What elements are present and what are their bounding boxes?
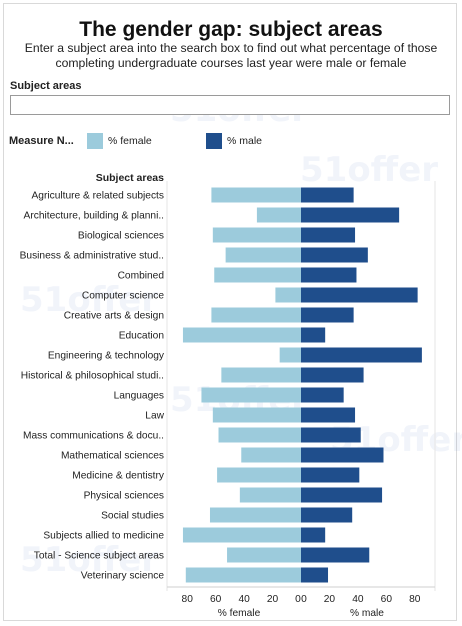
legend-swatch-female	[87, 133, 103, 149]
x-tick-label-female: 0	[295, 594, 301, 605]
category-label: Mathematical sciences	[61, 451, 164, 462]
category-label: Creative arts & design	[64, 311, 164, 322]
chart-frame	[3, 3, 457, 621]
bar-female	[201, 387, 301, 403]
bar-male	[301, 287, 418, 303]
x-tick-label-female: 20	[267, 594, 279, 605]
category-label: Combined	[118, 271, 165, 282]
bar-male	[301, 427, 361, 443]
x-tick-label-male: 60	[381, 594, 393, 605]
bar-female	[214, 267, 301, 283]
x-axis-title-male: % male	[350, 608, 384, 619]
bar-male	[301, 207, 400, 223]
bar-male	[301, 247, 368, 263]
bar-male	[301, 447, 384, 463]
bar-female	[211, 187, 301, 203]
category-label: Mass communications & docu..	[23, 431, 164, 442]
bar-female	[217, 467, 301, 483]
subject-search-input[interactable]	[10, 95, 450, 115]
bar-female	[256, 207, 301, 223]
legend-title: Measure N...	[9, 135, 74, 147]
bar-male	[301, 367, 364, 383]
bar-female	[212, 407, 301, 423]
category-label: Education	[119, 331, 164, 342]
x-axis-title-female: % female	[218, 608, 261, 619]
category-label: Medicine & dentistry	[72, 471, 165, 482]
bar-male	[301, 187, 354, 203]
row-header: Subject areas	[96, 172, 164, 184]
bar-female	[211, 307, 301, 323]
category-label: Computer science	[82, 291, 164, 302]
bar-female	[209, 507, 301, 523]
bar-male	[301, 227, 356, 243]
category-label: Architecture, building & planni..	[24, 211, 164, 222]
category-label: Agriculture & related subjects	[31, 191, 164, 202]
bar-female	[212, 227, 301, 243]
bar-female	[225, 247, 301, 263]
bar-male	[301, 507, 353, 523]
bar-male	[301, 487, 383, 503]
subtitle-line-1: Enter a subject area into the search box…	[24, 41, 438, 55]
x-tick-label-female: 60	[210, 594, 222, 605]
chart-title: The gender gap: subject areas	[79, 18, 383, 41]
legend-label-female: % female	[108, 135, 152, 147]
category-label: Biological sciences	[78, 231, 164, 242]
category-label: Business & administrative stud..	[20, 251, 164, 262]
category-label: Languages	[114, 391, 164, 402]
bar-male	[301, 387, 344, 403]
category-label: Subjects allied to medicine	[43, 531, 164, 542]
bar-male	[301, 327, 326, 343]
bar-male	[301, 407, 356, 423]
subtitle-line-2: completing undergraduate courses last ye…	[55, 56, 407, 70]
bar-male	[301, 267, 357, 283]
bar-male	[301, 307, 354, 323]
bar-female	[227, 547, 301, 563]
category-label: Law	[145, 411, 164, 422]
bar-male	[301, 547, 370, 563]
x-tick-label-male: 20	[324, 594, 336, 605]
bar-female	[279, 347, 301, 363]
bar-female	[182, 527, 301, 543]
x-tick-label-male: 40	[352, 594, 364, 605]
bar-female	[218, 427, 301, 443]
bar-female	[239, 487, 301, 503]
bar-female	[241, 447, 301, 463]
search-label: Subject areas	[10, 80, 82, 92]
x-tick-label-female: 40	[238, 594, 250, 605]
bar-female	[221, 367, 301, 383]
bar-female	[275, 287, 301, 303]
bar-male	[301, 467, 360, 483]
x-tick-label-male: 80	[409, 594, 421, 605]
legend-swatch-male	[206, 133, 222, 149]
chart-subtitle: Enter a subject area into the search box…	[6, 41, 456, 71]
bar-male	[301, 567, 329, 583]
category-label: Veterinary science	[81, 571, 165, 582]
x-tick-label-female: 80	[182, 594, 194, 605]
category-label: Social studies	[101, 511, 164, 522]
bar-female	[182, 327, 301, 343]
bar-male	[301, 527, 326, 543]
bar-female	[185, 567, 301, 583]
category-label: Engineering & technology	[48, 351, 165, 362]
legend-label-male: % male	[227, 135, 263, 147]
category-label: Physical sciences	[84, 491, 164, 502]
category-label: Historical & philosophical studi..	[21, 371, 164, 382]
bar-male	[301, 347, 422, 363]
category-label: Total - Science subject areas	[34, 551, 164, 562]
x-tick-label-male: 0	[301, 594, 307, 605]
